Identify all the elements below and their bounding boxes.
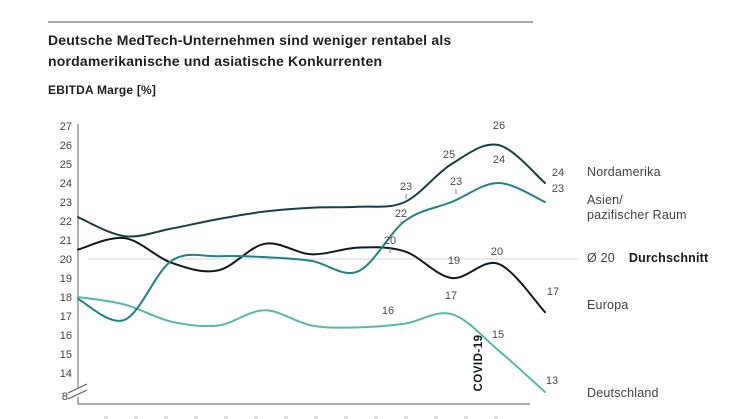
y-tick-label: 24 bbox=[60, 178, 72, 190]
y-tick-label: 26 bbox=[60, 140, 72, 152]
legend-deutschland: Deutschland bbox=[587, 386, 659, 400]
y-tick-label: 25 bbox=[60, 159, 72, 171]
value-label: 26 bbox=[493, 120, 505, 132]
y-axis-break-icon bbox=[67, 383, 88, 400]
x-axis-stub bbox=[194, 416, 198, 419]
x-axis-stub bbox=[494, 416, 498, 419]
value-label: 20 bbox=[384, 235, 396, 247]
value-label: 13 bbox=[546, 375, 558, 387]
x-axis-stub bbox=[374, 416, 378, 419]
y-tick-label: 21 bbox=[60, 235, 72, 247]
y-tick-label: 17 bbox=[60, 311, 72, 323]
y-tick-label: 22 bbox=[60, 216, 72, 228]
y-tick-label-broken: 8 bbox=[62, 391, 68, 403]
covid-19-annotation: COVID-19 bbox=[473, 334, 485, 391]
average-name-label: Durchschnitt bbox=[628, 251, 709, 265]
y-tick-label: 23 bbox=[60, 197, 72, 209]
value-label: 17 bbox=[445, 290, 457, 302]
legend-europa: Europa bbox=[587, 298, 629, 312]
x-axis-stub bbox=[464, 416, 468, 419]
x-axis-stub bbox=[404, 416, 408, 419]
value-label: 23 bbox=[552, 183, 564, 195]
legend-asien-pazifischer-raum: Asien/ pazifischer Raum bbox=[587, 193, 687, 223]
x-axis-stub bbox=[434, 416, 438, 419]
x-axis-stub bbox=[134, 416, 138, 419]
y-tick-label: 14 bbox=[60, 368, 72, 380]
chart-title-line1: Deutsche MedTech-Unternehmen sind wenige… bbox=[48, 32, 452, 48]
average-value-label: Ø 20 bbox=[587, 251, 615, 265]
x-axis-stub bbox=[314, 416, 318, 419]
legend-nordamerika: Nordamerika bbox=[587, 165, 661, 179]
value-label: 24 bbox=[552, 167, 564, 179]
x-axis-stub bbox=[164, 416, 168, 419]
chart-title: Deutsche MedTech-Unternehmen sind wenige… bbox=[48, 30, 451, 72]
value-label: 16 bbox=[382, 305, 394, 317]
y-tick-label: 16 bbox=[60, 330, 72, 342]
series-line-europa bbox=[77, 236, 546, 314]
value-label: 20 bbox=[491, 246, 503, 258]
x-axis-stub bbox=[104, 416, 108, 419]
y-tick-label: 15 bbox=[60, 349, 72, 361]
x-axis-stub bbox=[254, 416, 258, 419]
value-label: 23 bbox=[400, 181, 412, 193]
series-line-asien-pazifischer-raum bbox=[77, 181, 546, 322]
value-label: 15 bbox=[492, 329, 504, 341]
y-axis-unit-label: EBITDA Marge [%] bbox=[48, 83, 157, 97]
axes bbox=[77, 124, 530, 405]
y-tick-label: 20 bbox=[60, 254, 72, 266]
chart-title-line2: nordamerikanische und asiatische Konkurr… bbox=[48, 53, 383, 69]
legend-asien-line1: Asien/ bbox=[587, 193, 623, 207]
x-axis-stub bbox=[344, 416, 348, 419]
value-label: 22 bbox=[395, 208, 407, 220]
top-rule bbox=[48, 21, 533, 23]
y-tick-label: 19 bbox=[60, 273, 72, 285]
value-label: 23 bbox=[450, 176, 462, 188]
y-tick-label: 27 bbox=[60, 121, 72, 133]
legend-durchschnitt: Ø 20 Durchschnitt bbox=[587, 251, 708, 266]
legend-asien-line2: pazifischer Raum bbox=[587, 208, 687, 222]
series-line-nordamerika bbox=[77, 143, 546, 238]
series-line-deutschland bbox=[77, 296, 546, 393]
value-label: 19 bbox=[448, 255, 460, 267]
value-label: 24 bbox=[493, 154, 505, 166]
value-label: 25 bbox=[443, 149, 455, 161]
x-axis-stub bbox=[284, 416, 288, 419]
x-axis-stub bbox=[224, 416, 228, 419]
value-label: 17 bbox=[547, 286, 559, 298]
y-tick-label: 18 bbox=[60, 292, 72, 304]
